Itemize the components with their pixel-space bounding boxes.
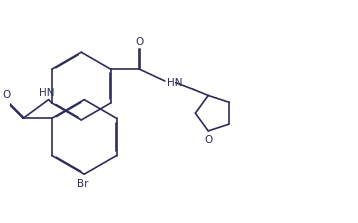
Text: Br: Br <box>77 179 88 189</box>
Text: O: O <box>204 135 212 145</box>
Text: O: O <box>135 37 144 47</box>
Text: O: O <box>2 90 10 100</box>
Text: HN: HN <box>167 78 183 88</box>
Text: HN: HN <box>39 88 55 98</box>
